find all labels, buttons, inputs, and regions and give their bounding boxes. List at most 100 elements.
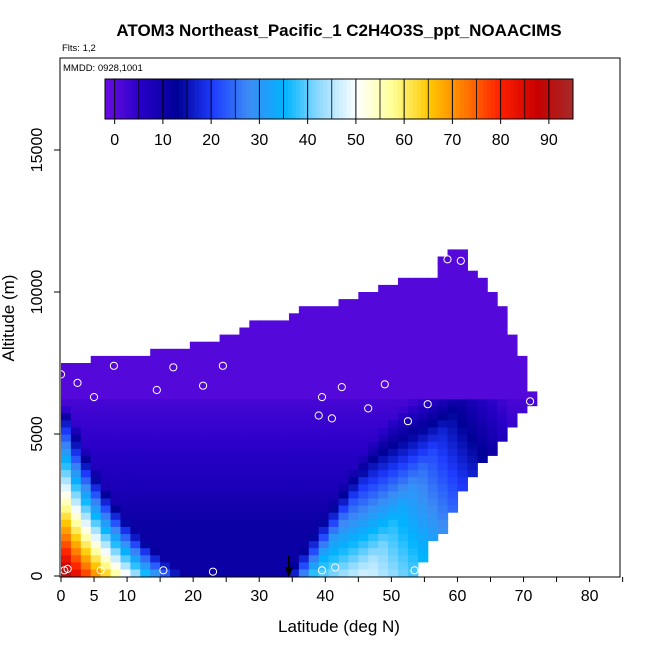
heat-cell xyxy=(269,519,280,527)
heat-cell xyxy=(160,355,171,364)
heat-cell xyxy=(90,448,102,456)
heat-cell xyxy=(140,526,151,534)
heat-cell xyxy=(140,441,151,449)
heat-cell xyxy=(189,412,201,421)
heat-cell xyxy=(358,426,369,435)
heat-cell xyxy=(160,476,171,485)
heat-cell xyxy=(160,370,171,378)
heat-cell xyxy=(318,412,330,421)
heat-cell xyxy=(298,377,310,385)
heat-cell xyxy=(318,334,330,343)
heat-cell xyxy=(170,434,181,442)
heat-cell xyxy=(189,497,201,506)
heat-cell xyxy=(397,483,409,492)
heat-cell xyxy=(318,512,330,520)
heat-cell xyxy=(516,398,528,407)
heat-cell xyxy=(269,370,280,378)
heat-cell xyxy=(447,469,459,478)
heat-cell xyxy=(497,363,508,371)
heat-cell xyxy=(407,334,419,343)
heat-cell xyxy=(249,505,260,513)
heat-cell xyxy=(477,441,488,449)
heat-cell xyxy=(397,277,409,286)
heat-cell xyxy=(368,398,379,407)
heat-cell xyxy=(100,384,112,392)
heat-cell xyxy=(358,505,369,513)
heat-cell xyxy=(338,377,350,385)
heat-cell xyxy=(239,526,250,534)
heat-cell xyxy=(61,391,72,400)
heat-cell xyxy=(80,568,92,577)
heat-cell xyxy=(397,455,409,463)
heat-cell xyxy=(130,412,141,421)
heat-cell xyxy=(150,512,161,520)
heat-cell xyxy=(239,505,250,513)
colorbar-frame xyxy=(104,78,574,120)
heat-cell xyxy=(110,462,122,471)
heat-cell xyxy=(140,554,151,563)
heat-cell xyxy=(259,476,270,485)
heat-cell xyxy=(417,327,429,336)
heat-cell xyxy=(378,320,389,329)
heat-cell xyxy=(259,448,270,456)
heat-cell xyxy=(447,370,459,378)
heat-cell xyxy=(279,377,290,385)
heat-cell xyxy=(110,363,122,371)
heat-cell xyxy=(239,348,250,357)
heat-cell xyxy=(378,327,389,336)
heat-cell xyxy=(457,313,468,321)
heat-cell xyxy=(219,370,231,378)
heat-cell xyxy=(298,405,310,414)
heat-cell xyxy=(348,455,359,463)
heat-cell xyxy=(170,419,181,428)
heat-cell xyxy=(427,320,439,329)
heat-cell xyxy=(328,419,340,428)
heat-cell xyxy=(358,299,369,307)
heat-cell xyxy=(378,391,389,400)
heat-cell xyxy=(407,348,419,357)
heat-cell xyxy=(378,441,389,449)
heat-cell xyxy=(120,540,131,549)
heat-cell xyxy=(407,292,419,300)
heat-cell xyxy=(368,441,379,449)
colorbar-segment xyxy=(362,79,367,119)
heat-cell xyxy=(388,490,399,499)
heat-cell xyxy=(209,355,221,364)
heat-cell xyxy=(467,469,478,478)
heat-cell xyxy=(298,547,310,556)
heat-cell xyxy=(447,292,459,300)
heat-cell xyxy=(437,370,449,378)
heat-cell xyxy=(298,540,310,549)
heat-cell xyxy=(160,441,171,449)
heat-cell xyxy=(388,377,399,385)
heat-cell xyxy=(308,355,320,364)
heat-cell xyxy=(457,412,468,421)
heat-cell xyxy=(338,512,350,520)
heat-cell xyxy=(477,341,488,350)
heat-cell xyxy=(140,405,151,414)
colorbar-segment xyxy=(128,79,133,119)
heat-cell xyxy=(447,270,459,279)
heat-cell xyxy=(397,526,409,534)
heat-cell xyxy=(189,476,201,485)
heat-cell xyxy=(368,384,379,392)
colorbar-segment xyxy=(510,79,515,119)
colorbar-segment xyxy=(420,79,426,119)
heat-cell xyxy=(457,284,468,293)
colorbar-segment xyxy=(381,79,387,119)
heat-cell xyxy=(338,434,350,442)
heat-cell xyxy=(407,277,419,286)
colorbar-segment xyxy=(190,79,196,119)
heat-cell xyxy=(229,412,240,421)
heat-cell xyxy=(209,490,221,499)
heat-cell xyxy=(239,377,250,385)
heat-cell xyxy=(397,384,409,392)
latitude-arrow xyxy=(284,556,293,578)
y-tick-label: 15000 xyxy=(29,128,46,173)
observation-marker xyxy=(63,564,72,574)
heat-cell xyxy=(100,512,112,520)
heat-cell xyxy=(457,263,468,272)
heat-cell xyxy=(80,405,92,414)
heat-cell xyxy=(259,455,270,463)
heat-cell xyxy=(229,490,240,499)
